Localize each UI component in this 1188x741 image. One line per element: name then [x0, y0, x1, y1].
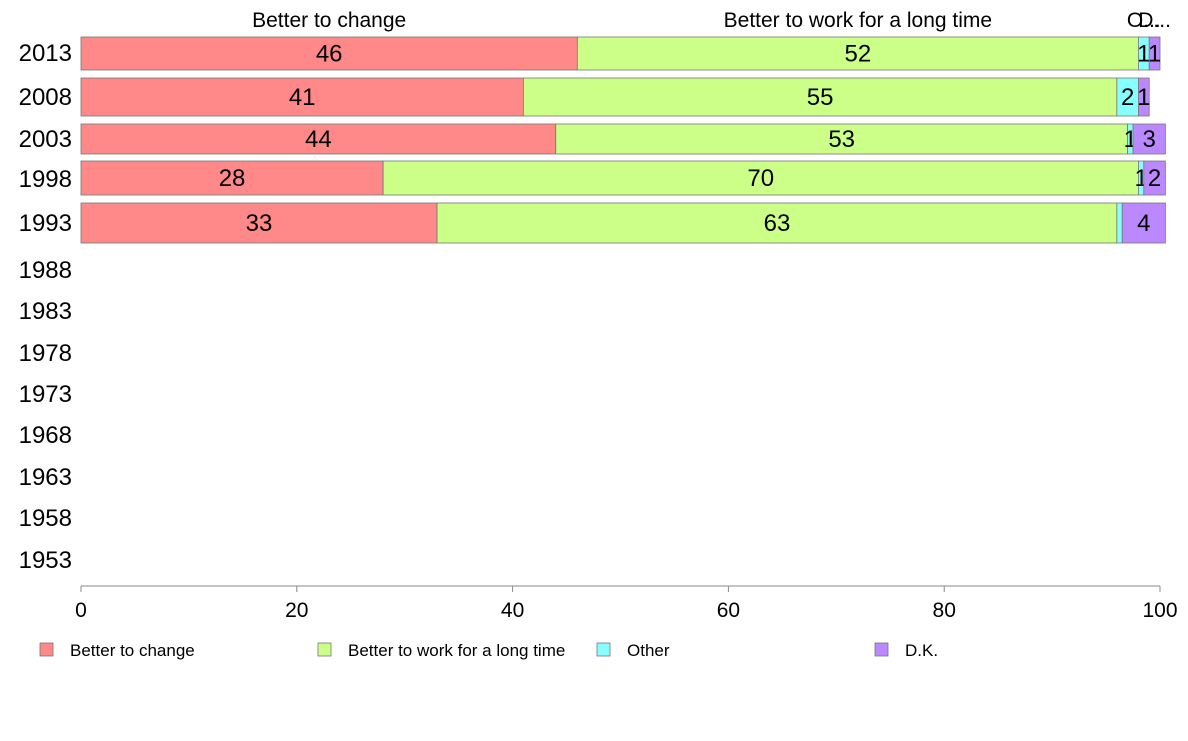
bar-value-label: 70 — [747, 165, 774, 192]
y-tick-label: 1978 — [19, 340, 72, 367]
y-tick-label: 1988 — [19, 257, 72, 284]
top-series-label: O... — [1127, 9, 1161, 32]
legend-label: Better to work for a long time — [348, 641, 565, 660]
x-tick-label: 20 — [285, 599, 308, 622]
bar-value-label: 28 — [219, 165, 246, 192]
bar-value-label: 53 — [828, 126, 855, 153]
legend-label: Better to change — [70, 641, 195, 660]
bar-value-label: 52 — [845, 41, 872, 68]
bar-segment — [436, 202, 1118, 244]
legend: Better to change Better to work for a lon… — [39, 641, 938, 660]
legend-swatch — [874, 642, 889, 657]
legend-swatch — [596, 642, 611, 657]
bar-value-label: 1 — [1148, 41, 1161, 68]
y-tick-label: 1963 — [19, 464, 72, 491]
x-tick-label: 40 — [501, 599, 524, 622]
bar-value-label: 41 — [289, 84, 316, 111]
bar-value-label: 3 — [1143, 126, 1156, 153]
bar-segment — [1132, 123, 1166, 155]
x-axis: 0 20 40 60 80 100 — [75, 585, 1178, 622]
legend-swatch — [39, 642, 54, 657]
x-tick-label: 100 — [1142, 599, 1177, 622]
x-tick-label: 80 — [933, 599, 956, 622]
bar-value-label: 55 — [807, 84, 834, 111]
x-tick-label: 0 — [75, 599, 87, 622]
bar-segment — [80, 77, 524, 117]
bar-value-label: 33 — [246, 210, 273, 237]
bar-value-label: 44 — [305, 126, 332, 153]
y-tick-label: 1993 — [19, 210, 72, 237]
y-tick-label: 1953 — [19, 547, 72, 574]
bar-segment — [1116, 202, 1123, 244]
legend-swatch — [317, 642, 332, 657]
legend-label: D.K. — [905, 641, 938, 660]
y-axis-labels: 2013 2008 2003 1998 1993 1988 1983 1978 1973 1968… — [19, 40, 72, 574]
top-category-labels: Better to change Better to work for a lon… — [252, 9, 1171, 32]
bar-segment — [382, 160, 1139, 196]
legend-label: Other — [627, 641, 670, 660]
bar-segment — [576, 36, 1139, 71]
bar-value-label: 46 — [316, 41, 343, 68]
top-series-label: D... — [1138, 9, 1171, 32]
bar-segment — [80, 202, 438, 244]
y-tick-label: 1983 — [19, 298, 72, 325]
bar-value-label: 2 — [1121, 84, 1134, 111]
bar-segment — [1148, 36, 1161, 71]
bar-value-label: 1 — [1137, 84, 1150, 111]
bar-segment — [522, 77, 1118, 117]
bar-segment — [80, 123, 557, 155]
y-tick-label: 2003 — [19, 126, 72, 153]
x-tick-label: 60 — [717, 599, 740, 622]
y-tick-label: 1973 — [19, 381, 72, 408]
bar-value-label: 1 — [1137, 41, 1150, 68]
top-series-label: Better to work for a long time — [724, 9, 992, 32]
bar-segment — [1143, 160, 1166, 196]
y-tick-label: 1998 — [19, 166, 72, 193]
top-series-label: Better to change — [252, 9, 406, 32]
y-tick-label: 2008 — [19, 84, 72, 111]
y-tick-label: 1958 — [19, 505, 72, 532]
y-tick-label: 2013 — [19, 40, 72, 67]
bar-segment — [80, 160, 384, 196]
bar-segment — [1138, 77, 1150, 117]
bar-value-label: 2 — [1148, 165, 1161, 192]
bar-segment — [1121, 202, 1166, 244]
y-tick-label: 1968 — [19, 422, 72, 449]
bar-value-label: 4 — [1137, 210, 1150, 237]
bar-value-label: 63 — [764, 210, 791, 237]
